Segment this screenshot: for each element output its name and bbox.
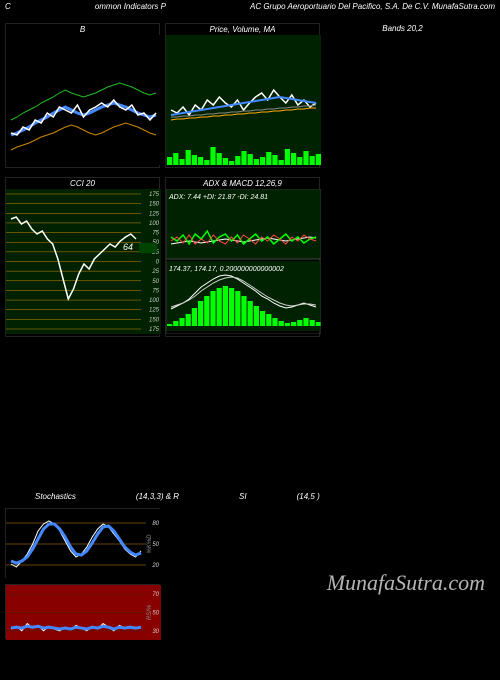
cci-title: CCI 20 [6,178,159,189]
stoch-panel: 80 50 20 %K%D [5,508,160,578]
svg-text:30: 30 [152,629,159,635]
header-mid2: AC Grupo Aeroportuario Del Pacifico, S.A… [250,2,495,11]
svg-text:50: 50 [152,542,159,548]
svg-text:80: 80 [152,521,159,527]
svg-text:175: 175 [149,327,160,333]
stoch-title-mid: (14,3,3) & R [136,492,179,501]
svg-text:175: 175 [149,192,160,198]
cci-panel: CCI 20 175150125100755025025507510012515… [5,177,160,337]
svg-text:125: 125 [149,211,160,217]
rsi-chart: 70 50 30 RSI% [6,585,161,640]
svg-text:125: 125 [149,308,160,314]
svg-text:100: 100 [149,221,160,227]
cci-chart: 175150125100755025025507510012515017564 [6,189,161,334]
svg-text:25: 25 [151,269,159,275]
svg-text:174.37, 174.17, 0.200000000000: 174.37, 174.17, 0.200000000000002 [169,266,284,273]
svg-text:100: 100 [149,298,160,304]
bollinger-panel: B [5,23,160,168]
adx-macd-panel: ADX & MACD 12,26,9 ADX: 7.44 +DI: 21.87 … [165,177,320,337]
svg-text:20: 20 [151,563,159,569]
bands-title: Bands 20,2 [325,23,480,34]
stoch-title-left: Stochastics [35,492,76,501]
price-chart [166,35,321,165]
svg-text:150: 150 [149,202,160,208]
bollinger-chart [6,35,161,165]
svg-text:70: 70 [152,592,159,598]
adx-title: ADX & MACD 12,26,9 [166,178,319,189]
svg-text:75: 75 [152,231,159,237]
svg-text:75: 75 [152,288,159,294]
stoch-header: Stochastics (14,3,3) & R SI (14,5 ) [5,492,485,501]
bands-label-area: Bands 20,2 [325,23,480,168]
svg-text:50: 50 [152,279,159,285]
svg-text:ADX: 7.44 +DI: 21.87 -DI: 24.8: ADX: 7.44 +DI: 21.87 -DI: 24.81 [168,194,268,201]
watermark: MunafaSutra.com [327,570,485,596]
svg-text:50: 50 [152,611,159,617]
stoch-title-mid2: SI [239,492,247,501]
svg-text:150: 150 [149,317,160,323]
svg-text:%K%D: %K%D [147,534,153,554]
rsi-panel: 70 50 30 RSI% [5,584,160,639]
stoch-chart: 80 50 20 %K%D [6,509,161,579]
header: C ommon Indicators P AC Grupo Aeroportua… [0,0,500,13]
header-mid1: ommon Indicators P [95,2,166,11]
svg-text:RSI%: RSI% [147,604,153,620]
price-title: Price, Volume, MA [166,24,319,35]
adx-macd-chart: ADX: 7.44 +DI: 21.87 -DI: 24.81 174.37, 1… [166,189,321,334]
svg-text:64: 64 [123,242,133,252]
price-panel: Price, Volume, MA [165,23,320,168]
header-left: C [5,2,11,11]
bollinger-title: B [6,24,159,35]
stoch-title-right: (14,5 ) [297,492,320,501]
